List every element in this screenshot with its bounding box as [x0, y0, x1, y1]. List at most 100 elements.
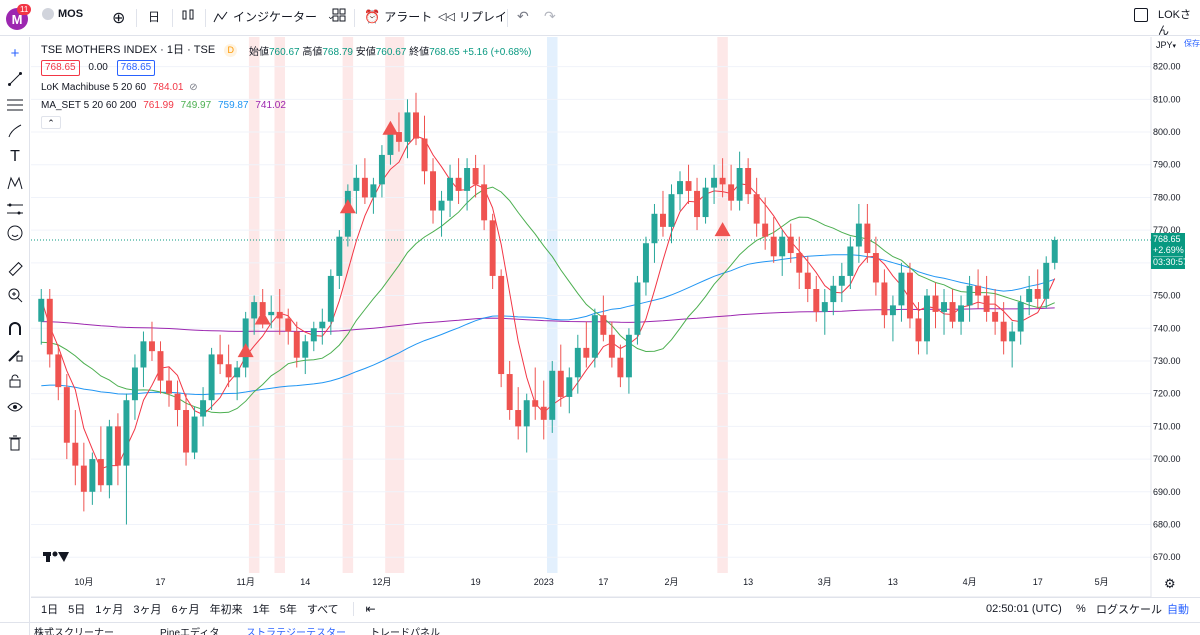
candle-body[interactable] [481, 184, 488, 221]
candle-body[interactable] [353, 177, 360, 191]
candle-body[interactable] [566, 377, 573, 397]
candle-body[interactable] [378, 154, 385, 185]
candle-body[interactable] [183, 410, 190, 453]
candle-body[interactable] [387, 132, 394, 155]
save-layout-button[interactable]: LOKさん 保存 [1158, 9, 1200, 48]
candle-body[interactable] [174, 393, 181, 411]
candle-body[interactable] [97, 459, 104, 486]
candle-body[interactable] [148, 341, 155, 352]
goto-date-icon[interactable]: ⇤ [365, 601, 376, 616]
candle-body[interactable] [225, 364, 232, 378]
candle-body[interactable] [906, 272, 913, 319]
candle-body[interactable] [140, 341, 147, 368]
candle-body[interactable] [1043, 262, 1050, 299]
candle-body[interactable] [404, 112, 411, 142]
candle-body[interactable] [719, 177, 726, 185]
candle-body[interactable] [72, 442, 79, 466]
candle-body[interactable] [515, 410, 522, 427]
candle-body[interactable] [344, 190, 351, 237]
candle-body[interactable] [898, 272, 905, 306]
candle-body[interactable] [557, 370, 564, 397]
candle-body[interactable] [574, 347, 581, 378]
candle-body[interactable] [941, 302, 948, 312]
candle-body[interactable] [924, 295, 930, 342]
candle-body[interactable] [285, 318, 292, 332]
replay-button[interactable]: ◁◁ リプレイ [438, 10, 507, 24]
candle-body[interactable] [46, 298, 53, 355]
candle-body[interactable] [1026, 289, 1033, 303]
candle-body[interactable] [1034, 289, 1041, 299]
candle-body[interactable] [975, 285, 982, 296]
candle-body[interactable] [966, 285, 973, 306]
chart-pane[interactable]: 820.00 810.00 800.00 790.00 780.00 770.00 760.… [31, 37, 1184, 598]
ruler-icon[interactable] [5, 259, 25, 279]
candle-body[interactable] [413, 112, 419, 139]
percent-toggle[interactable]: % [1076, 602, 1086, 615]
candle-body[interactable] [540, 406, 547, 420]
candle-body[interactable] [745, 168, 752, 195]
candle-body[interactable] [421, 138, 428, 172]
candle-body[interactable] [370, 184, 377, 198]
indicator-legend-1[interactable]: LoK Machibuse 5 20 60 784.01 ⊘ [41, 82, 198, 93]
candle-body[interactable] [498, 275, 505, 375]
layout-checkbox-icon[interactable] [1134, 8, 1148, 22]
candle-body[interactable] [762, 223, 769, 237]
redo-icon[interactable]: ↷ [544, 8, 556, 24]
timeframe-6[interactable]: 1年 [252, 603, 270, 616]
pattern-icon[interactable] [5, 173, 25, 193]
candle-body[interactable] [191, 416, 198, 453]
compare-add-icon[interactable]: ⊕ [112, 10, 126, 27]
candle-body[interactable] [625, 334, 632, 378]
timeframe-3[interactable]: 3ヶ月 [133, 603, 162, 616]
currency-label[interactable]: JPY▾ [1156, 40, 1177, 50]
candle-body[interactable] [668, 194, 675, 227]
candle-body[interactable] [1009, 331, 1016, 342]
smiley-icon[interactable] [5, 223, 25, 243]
candle-body[interactable] [131, 367, 138, 401]
interval-button[interactable]: 日 [148, 10, 161, 24]
candle-body[interactable] [395, 132, 402, 142]
trend-line-icon[interactable] [5, 69, 25, 89]
projection-icon[interactable] [5, 199, 25, 219]
collapse-legend-button[interactable]: ⌃ [41, 116, 61, 129]
candle-body[interactable] [166, 380, 172, 394]
candle-style-icon[interactable] [181, 8, 195, 22]
candle-body[interactable] [80, 465, 87, 492]
timeframe-8[interactable]: すべて [306, 603, 339, 616]
candle-body[interactable] [1051, 239, 1058, 263]
candle-body[interactable] [200, 400, 207, 417]
candle-body[interactable] [276, 311, 283, 319]
candle-body[interactable] [702, 187, 709, 218]
candle-body[interactable] [319, 321, 326, 329]
candle-body[interactable] [268, 311, 275, 316]
tab-trading-panel[interactable]: トレードパネル [370, 628, 440, 635]
candle-body[interactable] [532, 400, 539, 407]
trash-icon[interactable] [5, 433, 25, 453]
candle-body[interactable] [157, 351, 164, 381]
candle-body[interactable] [787, 236, 794, 254]
candle-body[interactable] [89, 459, 96, 492]
candle-body[interactable] [123, 400, 130, 466]
magnet-icon[interactable] [5, 319, 25, 339]
candle-body[interactable] [983, 295, 990, 312]
symbol-search-button[interactable]: MOS [42, 8, 83, 20]
candle-body[interactable] [642, 243, 649, 283]
candle-body[interactable] [992, 311, 999, 322]
candle-body[interactable] [855, 223, 862, 247]
tab-strategy-tester[interactable]: ストラテジーテスター [246, 628, 346, 635]
lock-pencil-icon[interactable] [5, 345, 25, 365]
candle-body[interactable] [958, 305, 965, 322]
candle-body[interactable] [106, 426, 113, 486]
indicator-legend-2[interactable]: MA_SET 5 20 60 200 761.99 749.97 759.87 … [41, 100, 286, 111]
candle-body[interactable] [600, 315, 607, 335]
candle-body[interactable] [779, 236, 786, 257]
candle-body[interactable] [55, 354, 62, 388]
candle-body[interactable] [336, 236, 343, 276]
candle-body[interactable] [438, 200, 445, 211]
candle-body[interactable] [242, 318, 249, 368]
timeframe-0[interactable]: 1日 [41, 603, 59, 616]
candle-body[interactable] [506, 374, 513, 411]
candle-body[interactable] [1017, 302, 1024, 332]
chart-settings-gear-icon[interactable]: ⚙ [1164, 576, 1176, 591]
candle-body[interactable] [813, 289, 820, 312]
